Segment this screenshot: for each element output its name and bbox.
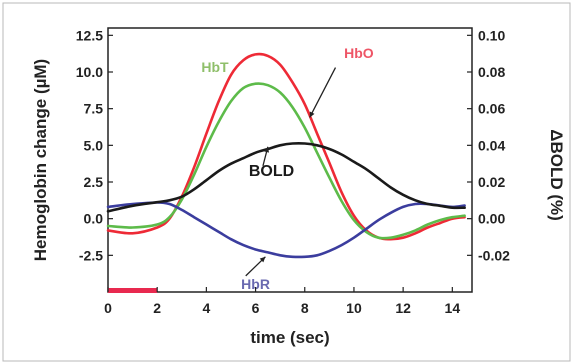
annotation-arrowhead-1 bbox=[309, 111, 315, 118]
left-tick-label: 12.5 bbox=[76, 27, 103, 43]
right-axis-ticks: -0.02 0.00 0.02 0.04 0.06 0.08 0.10 bbox=[467, 27, 510, 263]
right-tick-label: 0.08 bbox=[478, 64, 505, 80]
left-tick-label: -2.5 bbox=[79, 247, 103, 263]
left-tick-label: 5.0 bbox=[84, 137, 104, 153]
plot-area bbox=[107, 27, 473, 293]
left-axis-title: Hemoglobin change (µM) bbox=[31, 59, 50, 261]
right-tick-label: 0.02 bbox=[478, 174, 505, 190]
annotation-arrowhead-2 bbox=[263, 146, 270, 153]
right-tick-label: 0.10 bbox=[478, 27, 505, 43]
x-tick-label: 8 bbox=[301, 300, 309, 316]
left-axis-ticks: -2.5 0.0 2.5 5.0 7.5 10.0 12.5 bbox=[76, 27, 113, 263]
x-axis-ticks: 0 2 4 6 8 10 12 14 bbox=[104, 287, 460, 316]
series-label-hbr: HbR bbox=[241, 276, 270, 292]
x-tick-label: 12 bbox=[395, 300, 411, 316]
right-tick-label: -0.02 bbox=[478, 247, 510, 263]
series-line-hbt bbox=[106, 82, 466, 240]
series-line-bold bbox=[106, 141, 466, 213]
series-labels: HbT HbO BOLD HbR bbox=[201, 45, 373, 292]
right-tick-label: 0.04 bbox=[478, 137, 505, 153]
x-axis-title: time (sec) bbox=[250, 328, 329, 347]
left-tick-label: 7.5 bbox=[84, 101, 104, 117]
left-tick-label: 0.0 bbox=[84, 211, 104, 227]
series-line-hbo bbox=[106, 52, 466, 241]
annotation-arrowhead-3 bbox=[259, 256, 266, 263]
annotation-arrow-1 bbox=[309, 67, 337, 118]
series-label-hbo: HbO bbox=[344, 45, 374, 61]
left-tick-label: 10.0 bbox=[76, 64, 103, 80]
x-tick-label: 4 bbox=[202, 300, 210, 316]
series-label-hbt: HbT bbox=[201, 59, 229, 75]
series-layer bbox=[106, 52, 466, 259]
x-tick-label: 6 bbox=[252, 300, 260, 316]
right-tick-label: 0.06 bbox=[478, 101, 505, 117]
right-tick-label: 0.00 bbox=[478, 211, 505, 227]
x-tick-label: 2 bbox=[153, 300, 161, 316]
left-tick-label: 2.5 bbox=[84, 174, 104, 190]
x-tick-label: 10 bbox=[346, 300, 362, 316]
series-label-bold: BOLD bbox=[249, 163, 294, 180]
x-tick-label: 14 bbox=[445, 300, 461, 316]
x-tick-label: 0 bbox=[104, 300, 112, 316]
annotation-arrows bbox=[245, 67, 337, 277]
series-line-hbr bbox=[106, 201, 466, 259]
right-axis-title: ΔBOLD (%) bbox=[547, 129, 566, 221]
